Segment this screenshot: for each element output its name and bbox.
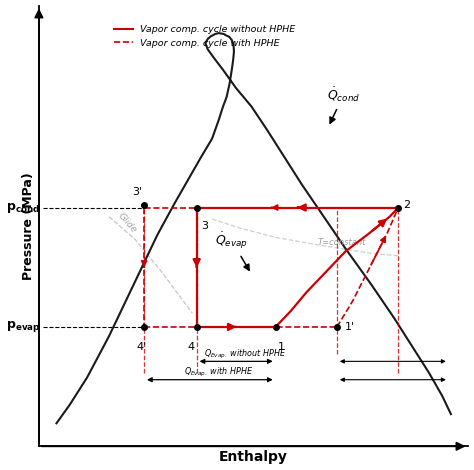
Text: T=constant: T=constant [317,238,365,247]
Text: 3: 3 [201,221,208,231]
Text: 2: 2 [403,200,410,210]
Text: $\bf{p_{evap}}$: $\bf{p_{evap}}$ [6,320,40,335]
Legend: Vapor comp. cycle without HPHE, Vapor comp. cycle with HPHE: Vapor comp. cycle without HPHE, Vapor co… [110,21,300,52]
Text: $\dot{Q}_{cond}$: $\dot{Q}_{cond}$ [327,86,360,123]
X-axis label: Enthalpy: Enthalpy [219,450,288,464]
Text: $Q_{Evap.}$ without HPHE: $Q_{Evap.}$ without HPHE [204,348,286,361]
Text: $\bf{p_{cond}}$: $\bf{p_{cond}}$ [6,201,40,214]
Text: 3': 3' [132,187,142,197]
Text: Glide: Glide [116,212,138,235]
Text: 1: 1 [278,342,285,352]
Text: 4: 4 [187,342,194,352]
Text: 1': 1' [345,322,355,332]
Text: $\dot{Q}_{evap}$: $\dot{Q}_{evap}$ [215,231,249,270]
Text: 4': 4' [137,342,147,352]
Text: $Q_{Evap.}$ with HPHE: $Q_{Evap.}$ with HPHE [184,366,253,379]
Y-axis label: Pressure (MPa): Pressure (MPa) [22,172,35,280]
